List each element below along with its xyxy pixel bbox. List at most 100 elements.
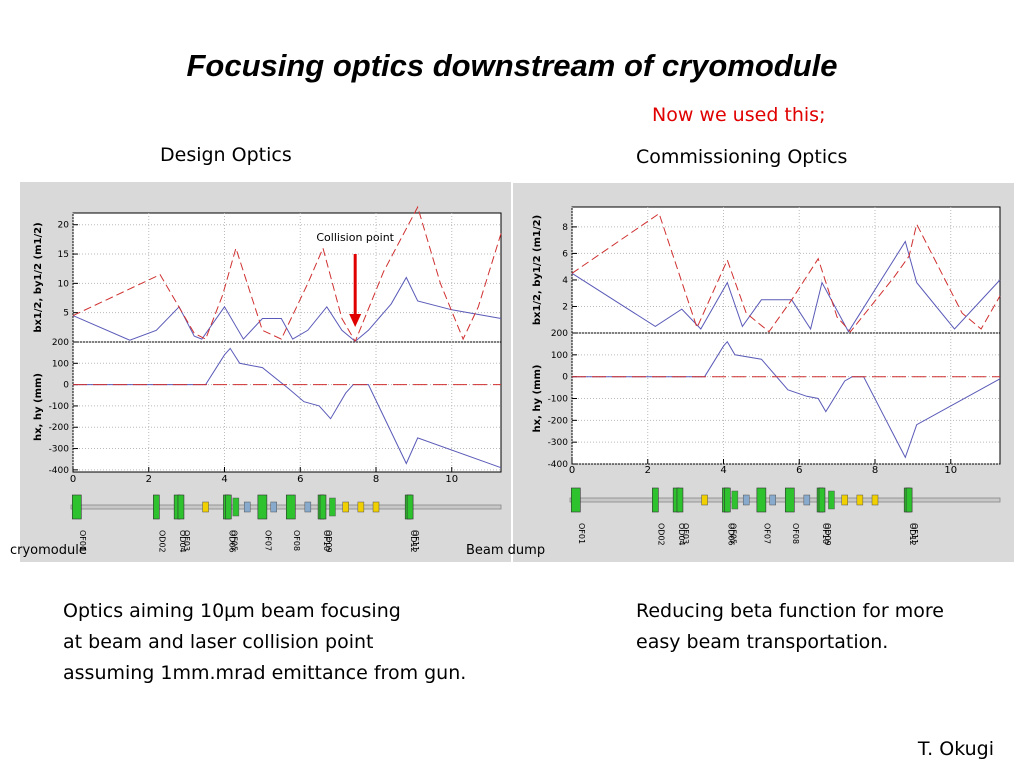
beta-plot-area — [72, 212, 502, 343]
y-tick-label: 100 — [52, 359, 69, 369]
magnet-label: OF07 — [762, 523, 771, 544]
note-label: Now we used this; — [652, 104, 826, 126]
magnet-label-text: OF10 — [821, 523, 830, 544]
magnet-label-text: OD12 — [409, 530, 418, 553]
design-description-line: at beam and laser collision point — [63, 631, 374, 653]
magnet-label-text: OD09 — [324, 530, 333, 553]
beamline-component — [803, 494, 811, 506]
quadrupole-magnet — [723, 487, 731, 513]
design-optics-panel: 5 10 15 20 bx1/2, by1/2 (m1/2) 200 100 0 -100 -20… — [20, 182, 511, 562]
magnet-label-text: OD02 — [656, 523, 665, 546]
magnet-label: OF11 — [411, 530, 420, 551]
design-description-line: assuming 1mm.mrad emittance from gun. — [63, 662, 467, 684]
magnet-label: OD06 — [227, 530, 236, 553]
magnet-label-text: OF05 — [229, 530, 238, 551]
y-tick-label: -200 — [548, 416, 569, 426]
magnet-label-text: OF10 — [322, 530, 331, 551]
magnet-label: OF01 — [78, 530, 87, 551]
beta-plot-area — [571, 206, 1001, 334]
x-tick-label: 6 — [796, 465, 802, 476]
magnet-label-text: OD12 — [908, 523, 917, 546]
y-tick-label: 100 — [551, 351, 568, 361]
magnet-label-text: OD04 — [178, 530, 187, 553]
y-tick-label: -400 — [548, 460, 569, 470]
beam-dump-label: Beam dump — [466, 543, 546, 558]
magnet-label-text: OF07 — [762, 523, 771, 544]
beamline-component — [871, 494, 879, 506]
y-axis-label: bx1/2, by1/2 (m1/2) — [532, 215, 543, 325]
beamline-component — [270, 501, 277, 513]
x-tick-label: 8 — [872, 465, 878, 476]
y-tick-label: -300 — [49, 445, 70, 455]
magnet-label-text: OF07 — [263, 530, 272, 551]
y-tick-label: 2 — [562, 302, 568, 312]
beamline-component — [342, 501, 349, 513]
y-tick-label: 6 — [562, 249, 568, 259]
magnet-label-text: OF08 — [292, 530, 301, 551]
slide-title: Focusing optics downstream of cryomodule — [186, 48, 838, 83]
y-tick-label: -300 — [548, 438, 569, 448]
magnet-label: OF08 — [791, 523, 800, 544]
y-tick-label: -100 — [49, 402, 70, 412]
quadrupole-magnet — [756, 487, 767, 513]
dispersion-x-line — [572, 340, 1001, 459]
y-tick-label: -400 — [49, 466, 70, 476]
y-axis-label: hx, hy (mm) — [33, 373, 44, 441]
magnet-label: OD04 — [677, 523, 686, 546]
x-tick-label: 10 — [445, 474, 458, 485]
magnet-label-text: OD02 — [157, 530, 166, 553]
beamline-component — [701, 494, 708, 506]
quadrupole-magnet — [905, 487, 913, 513]
x-tick-label: 6 — [297, 474, 303, 485]
magnet-label-text: OD04 — [677, 523, 686, 546]
x-tick-label: 2 — [645, 465, 651, 476]
beamline-component — [304, 501, 312, 513]
magnet-label: OD12 — [409, 530, 418, 553]
quadrupole-magnet — [71, 494, 82, 520]
commissioning-description-line: easy beam transportation. — [636, 631, 889, 653]
beamline-component — [232, 497, 240, 517]
quadrupole-magnet — [570, 487, 581, 513]
y-tick-label: -100 — [548, 395, 569, 405]
magnet-label: OD06 — [726, 523, 735, 546]
commissioning-description-line: Reducing beta function for more — [636, 600, 944, 622]
magnet-label-text: OD06 — [726, 523, 735, 546]
y-tick-label: 0 — [562, 373, 568, 383]
collision-point-label: Collision point — [316, 231, 394, 244]
beta-y-line — [72, 205, 502, 343]
design-optics-label: Design Optics — [160, 144, 292, 166]
quadrupole-magnet — [153, 494, 160, 520]
x-tick-label: 10 — [944, 465, 957, 476]
y-tick-label: -200 — [49, 423, 70, 433]
beamline-component — [243, 501, 251, 513]
beamline-component — [828, 490, 835, 510]
quadrupole-magnet — [285, 494, 296, 520]
magnet-label-text: OF01 — [577, 523, 586, 544]
y-tick-label: 20 — [58, 221, 70, 231]
beta-y-line — [571, 212, 1001, 333]
magnet-label: OF01 — [577, 523, 586, 544]
y-tick-label: 200 — [52, 338, 69, 348]
commissioning-optics-label: Commissioning Optics — [636, 146, 848, 168]
quadrupole-magnet — [818, 487, 826, 513]
magnet-label-text: OD09 — [823, 523, 832, 546]
beamline-component — [329, 497, 336, 517]
x-tick-label: 4 — [720, 465, 726, 476]
x-tick-label: 8 — [373, 474, 379, 485]
y-tick-label: 5 — [63, 309, 69, 319]
magnet-label: OD02 — [656, 523, 665, 546]
magnet-label-text: OD06 — [227, 530, 236, 553]
commissioning-description: Reducing beta function for more easy bea… — [636, 596, 944, 658]
quadrupole-magnet — [319, 494, 327, 520]
y-axis-label: hx, hy (mm) — [532, 365, 543, 433]
commissioning-optics-panel: 2 4 6 8 bx1/2, by1/2 (m1/2) 200 100 0 -100 -200 -3… — [513, 183, 1014, 562]
magnet-label: OD09 — [823, 523, 832, 546]
beamline-component — [357, 501, 365, 513]
magnet-label-text: OF11 — [411, 530, 420, 551]
x-tick-label: 0 — [569, 465, 575, 476]
magnet-label: OF05 — [728, 523, 737, 544]
magnet-label: OF07 — [263, 530, 272, 551]
author: T. Okugi — [917, 738, 994, 760]
